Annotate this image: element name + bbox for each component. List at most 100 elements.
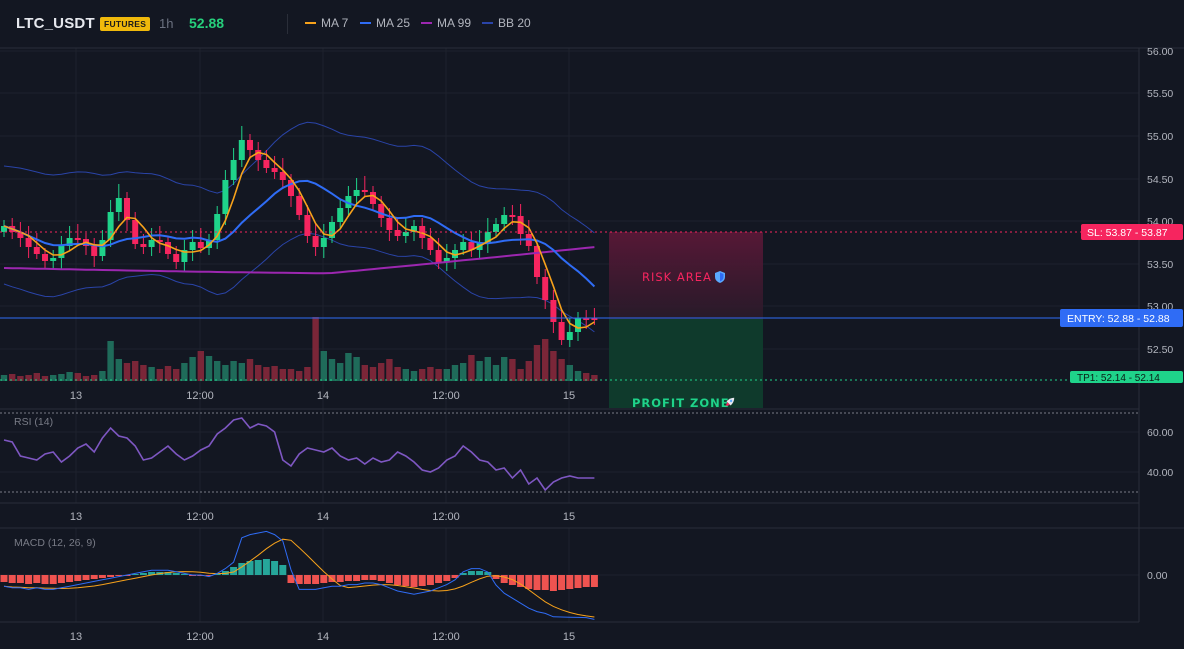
sl-price-label[interactable]: SL: 53.87 - 53.87 <box>1081 224 1183 240</box>
candle-body <box>263 160 270 168</box>
volume-bar <box>41 376 49 381</box>
candle[interactable] <box>550 290 557 333</box>
macd-hist-bar <box>590 575 598 587</box>
candle[interactable] <box>25 226 32 258</box>
volume-bar <box>574 371 582 381</box>
candle[interactable] <box>115 184 122 221</box>
macd-hist-bar <box>107 575 115 577</box>
volume-bar <box>328 359 336 381</box>
candle[interactable] <box>501 207 508 231</box>
candle[interactable] <box>386 208 393 241</box>
candle[interactable] <box>17 222 24 247</box>
legend-ma7[interactable]: MA 7 <box>305 16 348 30</box>
candle-body <box>493 224 499 232</box>
legend-bb20[interactable]: BB 20 <box>482 16 531 30</box>
candle[interactable] <box>279 158 286 189</box>
candle[interactable] <box>124 192 130 231</box>
candle[interactable] <box>575 312 581 341</box>
candle[interactable] <box>361 176 368 197</box>
risk-area-zone[interactable] <box>609 232 763 319</box>
candle[interactable] <box>33 233 40 259</box>
volume-bar <box>492 365 500 381</box>
candle[interactable] <box>271 156 278 179</box>
candle[interactable] <box>320 224 327 258</box>
volume-bar <box>419 369 426 381</box>
candle-body <box>17 232 24 238</box>
candle-body <box>591 318 598 320</box>
candle[interactable] <box>312 224 319 256</box>
legend-ma99[interactable]: MA 99 <box>421 16 471 30</box>
candle[interactable] <box>148 228 155 256</box>
timeframe-selector[interactable]: 1h <box>159 16 174 31</box>
candle[interactable] <box>468 232 475 257</box>
candle[interactable] <box>165 236 171 259</box>
candle-body <box>558 322 565 340</box>
volume-bar <box>542 339 549 381</box>
candle[interactable] <box>181 240 188 271</box>
candle[interactable] <box>304 205 311 243</box>
candle[interactable] <box>370 186 376 211</box>
candle[interactable] <box>353 178 360 207</box>
candle[interactable] <box>517 204 524 245</box>
candle[interactable] <box>402 218 409 243</box>
candle[interactable] <box>50 250 57 270</box>
candle[interactable] <box>66 226 73 251</box>
candle[interactable] <box>484 218 491 253</box>
candle[interactable] <box>255 142 262 171</box>
volume-bar <box>566 365 573 381</box>
candle[interactable] <box>542 269 549 309</box>
candle[interactable] <box>222 170 229 225</box>
candle[interactable] <box>74 224 81 246</box>
candle[interactable] <box>583 310 590 329</box>
candle-body <box>50 258 57 261</box>
legend-ma25[interactable]: MA 25 <box>360 16 410 30</box>
volume-bar <box>74 373 81 381</box>
macd-hist-bar <box>16 575 24 583</box>
candle[interactable] <box>452 244 458 269</box>
volume-bar <box>222 365 229 381</box>
candle[interactable] <box>238 126 245 167</box>
candlesticks[interactable] <box>1 126 598 347</box>
candle[interactable] <box>534 240 540 284</box>
candle-body <box>288 180 294 196</box>
candle[interactable] <box>42 248 48 268</box>
candle[interactable] <box>525 220 532 251</box>
time-tick: 14 <box>317 511 329 523</box>
tp-price-label[interactable]: TP1: 52.14 - 52.14 <box>1070 371 1183 384</box>
volume-bar <box>246 359 254 381</box>
volume-bar <box>33 373 40 381</box>
candle[interactable] <box>1 220 7 237</box>
profit-zone[interactable] <box>609 319 763 408</box>
symbol-label[interactable]: LTC_USDT <box>16 15 95 32</box>
time-axis-main[interactable]: 13 12:00 14 12:00 15 <box>70 390 575 402</box>
candle[interactable] <box>296 188 303 220</box>
entry-price-label[interactable]: ENTRY: 52.88 - 52.88 <box>1060 309 1183 327</box>
bb-upper-band <box>3 121 595 234</box>
candle[interactable] <box>189 230 196 261</box>
candle[interactable] <box>156 226 163 253</box>
candle[interactable] <box>247 134 253 159</box>
candle-body <box>370 192 376 204</box>
candle[interactable] <box>230 148 237 185</box>
macd-hist-bar <box>230 567 238 575</box>
entry-price-text: ENTRY: 52.88 - 52.88 <box>1067 313 1170 325</box>
candle[interactable] <box>91 238 98 267</box>
candle[interactable] <box>337 200 344 229</box>
candle[interactable] <box>493 218 499 237</box>
macd-axis: 0.00 <box>1147 570 1168 582</box>
candle-body <box>402 232 409 236</box>
macd-hist-bar <box>279 565 287 575</box>
candle[interactable] <box>558 310 565 345</box>
volume-bar <box>361 365 368 381</box>
volume-bar <box>427 367 434 381</box>
candle[interactable] <box>58 236 65 269</box>
volume-bar <box>50 375 57 381</box>
candle[interactable] <box>345 186 352 217</box>
volume-bar <box>353 357 360 381</box>
bb-lower-band <box>3 232 595 333</box>
volume-bar <box>205 356 213 381</box>
legend-bb20-label: BB 20 <box>498 16 531 30</box>
candle[interactable] <box>443 244 450 271</box>
candle[interactable] <box>329 216 335 243</box>
